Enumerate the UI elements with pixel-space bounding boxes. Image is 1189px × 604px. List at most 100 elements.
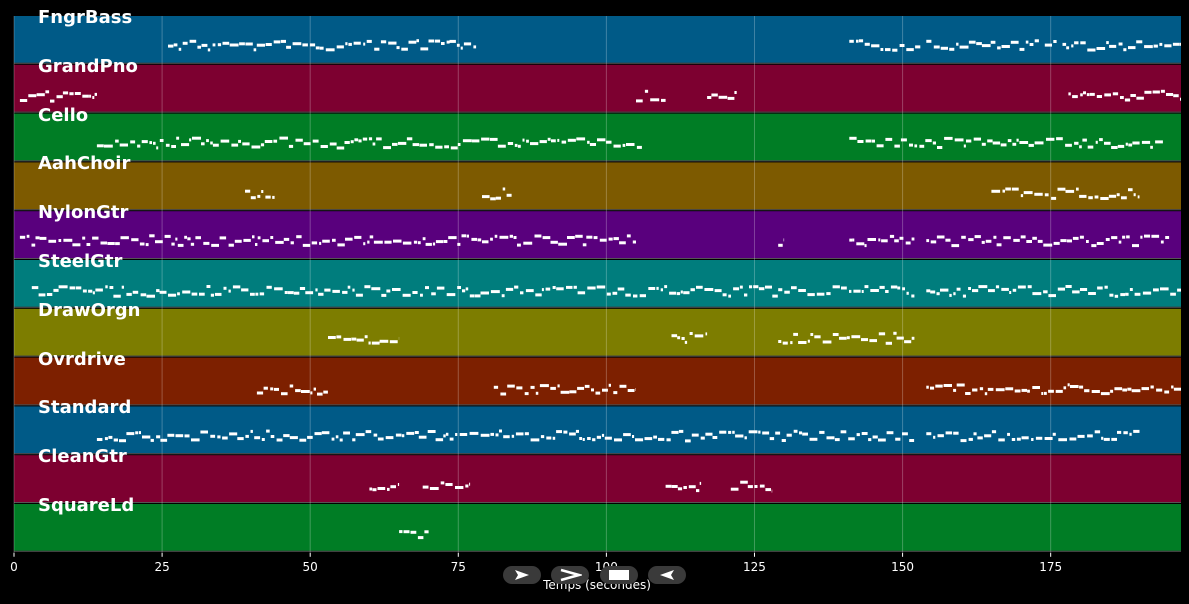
note	[515, 432, 524, 436]
play-button[interactable]	[503, 566, 541, 584]
note	[589, 143, 596, 146]
note	[591, 388, 594, 392]
note	[1121, 196, 1127, 200]
note	[363, 242, 366, 246]
note	[809, 437, 818, 441]
note	[348, 42, 352, 46]
note	[894, 239, 899, 243]
track-label: GrandPno	[38, 55, 138, 77]
note	[1005, 187, 1011, 191]
note	[395, 433, 402, 437]
note	[550, 386, 556, 390]
note	[210, 141, 213, 145]
note	[1136, 96, 1144, 100]
note	[759, 484, 765, 488]
note	[260, 143, 265, 147]
note	[459, 433, 468, 436]
note	[256, 391, 264, 395]
note	[422, 485, 429, 489]
note	[893, 331, 897, 335]
note	[352, 438, 356, 442]
note	[417, 536, 424, 540]
note	[1070, 385, 1079, 388]
note	[1028, 143, 1034, 147]
fast-forward-button[interactable]	[551, 566, 589, 584]
note	[566, 285, 573, 289]
note	[250, 292, 255, 296]
note	[119, 439, 126, 443]
note	[1082, 138, 1087, 142]
note	[219, 236, 227, 240]
note	[705, 432, 713, 436]
note	[396, 46, 400, 50]
note	[995, 285, 1000, 289]
note	[577, 291, 586, 295]
note	[72, 243, 81, 247]
note	[577, 386, 585, 390]
track-band	[14, 308, 1181, 356]
note	[1091, 390, 1100, 393]
note	[1177, 288, 1181, 292]
note	[1048, 389, 1054, 393]
note	[1065, 143, 1072, 147]
note	[988, 289, 995, 293]
note	[1001, 287, 1009, 291]
note	[482, 240, 489, 244]
note	[351, 337, 357, 341]
note	[131, 238, 139, 242]
note	[1116, 193, 1120, 197]
note	[902, 287, 905, 291]
note	[1002, 189, 1005, 193]
note	[906, 291, 909, 295]
note	[728, 430, 732, 434]
note	[245, 434, 249, 438]
note	[579, 437, 583, 440]
note	[1155, 140, 1163, 144]
note	[410, 530, 417, 534]
note	[189, 39, 197, 43]
note	[86, 243, 91, 246]
note	[399, 530, 403, 534]
note	[328, 336, 336, 339]
stop-button[interactable]	[600, 566, 638, 584]
note	[530, 385, 535, 389]
note	[981, 44, 991, 48]
note	[48, 239, 57, 243]
note	[902, 432, 908, 436]
note	[671, 334, 678, 338]
note	[567, 236, 575, 239]
note	[650, 98, 660, 102]
note	[1180, 97, 1181, 101]
rewind-button[interactable]	[648, 566, 686, 584]
note	[113, 438, 118, 442]
note	[1136, 40, 1143, 44]
note	[432, 242, 436, 246]
note	[556, 287, 564, 291]
note	[243, 238, 251, 242]
note	[569, 390, 577, 394]
note	[336, 335, 342, 339]
note	[962, 294, 966, 298]
note	[849, 289, 852, 293]
note	[974, 235, 981, 239]
note	[613, 391, 618, 395]
note	[220, 139, 230, 143]
note	[381, 293, 387, 297]
note	[933, 435, 936, 439]
note	[1123, 48, 1127, 52]
note	[744, 293, 748, 297]
note	[466, 234, 469, 238]
note	[107, 242, 115, 245]
note	[856, 433, 860, 437]
note	[354, 235, 362, 239]
note	[234, 239, 242, 243]
note	[984, 434, 992, 438]
note	[1118, 240, 1122, 244]
note	[604, 436, 612, 440]
note	[1057, 187, 1066, 191]
note	[876, 144, 884, 148]
note	[444, 145, 449, 149]
note	[323, 390, 328, 394]
note	[449, 437, 454, 441]
note	[406, 431, 415, 435]
